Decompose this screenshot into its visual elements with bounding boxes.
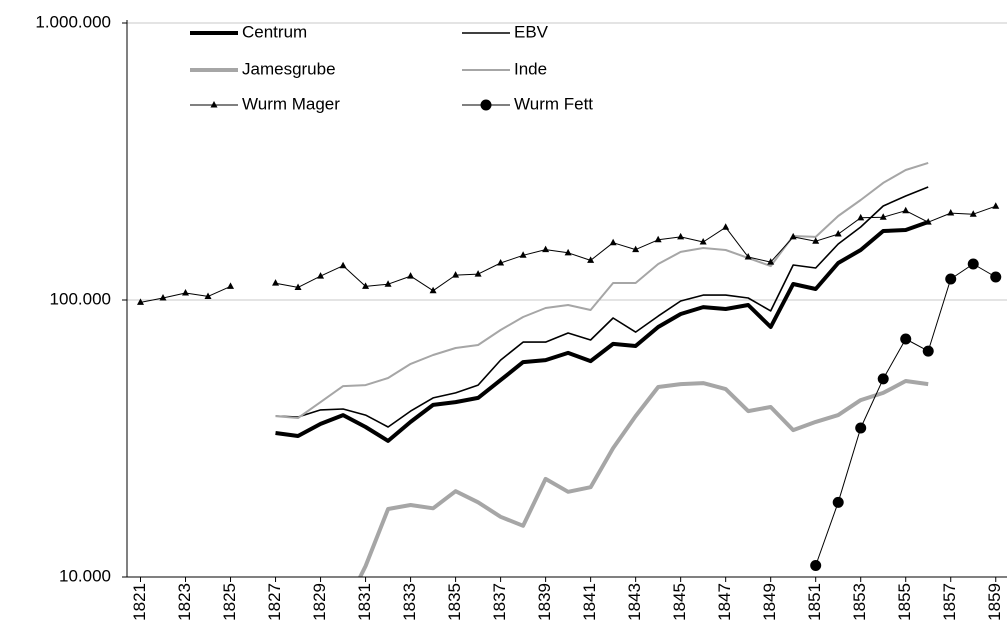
marker — [317, 272, 325, 279]
legend-marker — [480, 99, 492, 111]
legend-label: Inde — [514, 59, 547, 78]
x-tick-label: 1827 — [265, 583, 284, 621]
x-tick-label: 1851 — [805, 583, 824, 621]
series-line — [275, 161, 929, 419]
marker — [834, 230, 842, 237]
marker — [474, 270, 482, 277]
marker — [294, 283, 302, 290]
x-tick-label: 1859 — [985, 583, 1004, 621]
x-tick-label: 1847 — [715, 583, 734, 621]
marker — [969, 210, 977, 217]
marker — [407, 272, 415, 279]
marker — [967, 258, 979, 270]
marker — [542, 245, 550, 253]
marker — [587, 256, 595, 263]
marker — [857, 213, 865, 221]
marker — [924, 218, 932, 225]
marker — [789, 232, 797, 240]
overlay: 10.000 100.000 1.000.000 1821 1823 1825 1827 18… — [35, 12, 1007, 621]
x-tick-label: 1853 — [850, 583, 869, 621]
legend-marker — [210, 101, 218, 108]
marker — [429, 286, 437, 294]
marker — [137, 298, 145, 305]
marker — [767, 258, 775, 265]
marker — [855, 422, 867, 434]
marker — [992, 202, 1000, 209]
marker — [947, 209, 955, 216]
marker — [182, 288, 190, 296]
marker — [452, 271, 460, 278]
marker — [159, 293, 167, 301]
legend-label: Centrum — [242, 22, 307, 41]
series-line — [275, 186, 929, 428]
x-tick-label: 1841 — [580, 583, 599, 621]
x-tick-label: 1843 — [625, 583, 644, 621]
marker — [877, 373, 889, 385]
legend-label: Wurm Mager — [242, 94, 340, 113]
x-tick-label: 1857 — [940, 583, 959, 621]
y-tick-label: 100.000 — [50, 289, 111, 308]
marker — [362, 282, 370, 289]
marker — [900, 333, 912, 345]
marker — [945, 273, 957, 285]
marker — [519, 251, 527, 258]
marker — [497, 259, 505, 266]
x-tick-label: 1831 — [355, 583, 374, 621]
marker — [339, 261, 347, 269]
marker — [722, 223, 730, 230]
marker — [879, 213, 887, 220]
marker — [632, 245, 640, 253]
marker — [699, 237, 707, 245]
marker — [384, 280, 392, 287]
x-tick-label: 1821 — [130, 583, 149, 621]
marker — [227, 282, 235, 289]
marker — [810, 560, 822, 572]
marker — [902, 206, 910, 214]
x-tick-label: 1845 — [670, 583, 689, 621]
x-tick-label: 1835 — [445, 583, 464, 621]
marker — [677, 232, 685, 240]
marker — [609, 238, 617, 246]
y-tick-label: 1.000.000 — [35, 12, 111, 31]
series-line — [815, 263, 996, 566]
x-tick-label: 1823 — [175, 583, 194, 621]
marker — [204, 292, 212, 299]
marker — [272, 279, 280, 286]
marker — [744, 252, 752, 260]
series-line — [275, 220, 929, 443]
x-tick-label: 1849 — [760, 583, 779, 621]
legend-label: Wurm Fett — [514, 94, 593, 113]
marker — [922, 345, 934, 357]
marker — [564, 248, 572, 256]
x-tick-label: 1833 — [400, 583, 419, 621]
y-tick-label: 10.000 — [59, 566, 111, 585]
x-tick-label: 1825 — [220, 583, 239, 621]
x-tick-label: 1855 — [895, 583, 914, 621]
marker — [832, 496, 844, 508]
marker — [990, 271, 1002, 283]
x-tick-label: 1839 — [535, 583, 554, 621]
marker — [654, 235, 662, 243]
legend-label: Jamesgrube — [242, 59, 336, 78]
x-tick-label: 1829 — [310, 583, 329, 621]
x-tick-label: 1837 — [490, 583, 509, 621]
legend-label: EBV — [514, 22, 549, 41]
series-line — [357, 379, 929, 577]
plot-area — [137, 161, 1002, 577]
marker — [812, 237, 820, 244]
